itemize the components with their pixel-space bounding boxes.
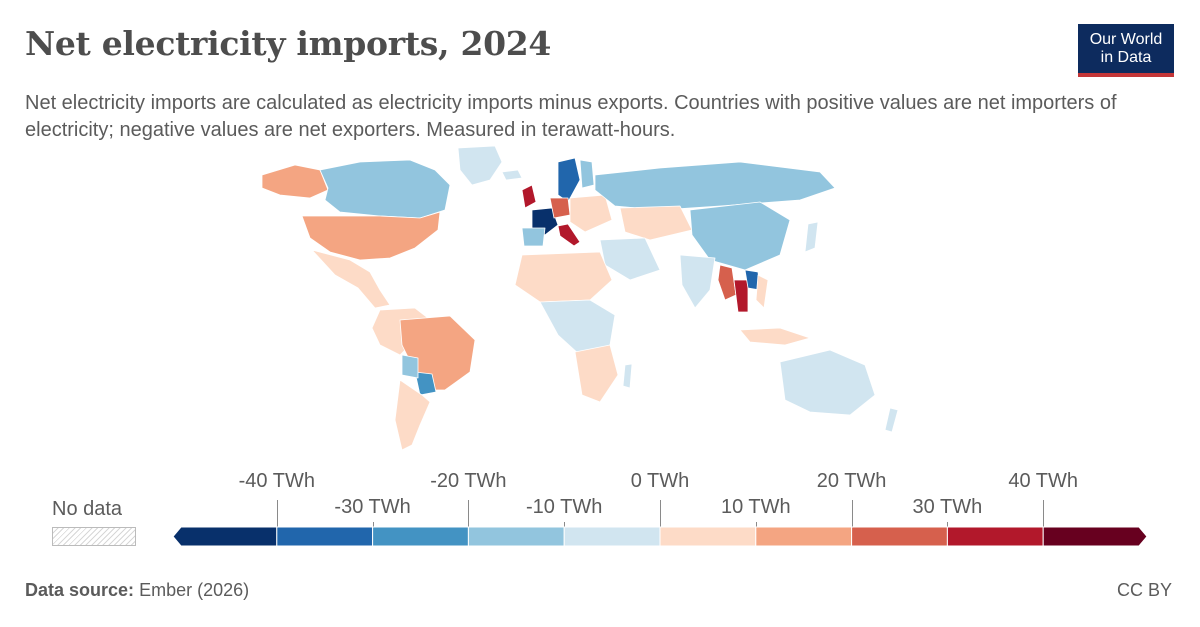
legend-tick-label: -10 TWh — [526, 496, 603, 518]
license[interactable]: CC BY — [1116, 580, 1172, 600]
chart-title: Net electricity imports, 2024 — [25, 24, 552, 63]
legend-tick-label: -40 TWh — [238, 470, 315, 492]
legend-bar — [172, 526, 1148, 547]
legend-bin[interactable] — [659, 526, 757, 547]
legend-tick-label: 40 TWh — [1008, 470, 1079, 492]
color-legend: No data -40 TWh -30 TWh -20 TWh -10 TWh 0 TW… — [0, 460, 1200, 560]
region-alaska[interactable] — [261, 164, 329, 199]
region-vietnam[interactable] — [755, 274, 769, 309]
legend-tick-label: 20 TWh — [816, 470, 887, 492]
legend-tick — [755, 522, 757, 527]
legend-bin[interactable] — [1042, 526, 1148, 547]
region-iceland — [501, 169, 523, 181]
region-brazil[interactable] — [399, 315, 476, 391]
no-data-swatch — [52, 527, 136, 546]
logo-line-1: Our World — [1089, 31, 1163, 48]
region-paraguay[interactable] — [414, 371, 437, 396]
world-map — [261, 145, 899, 451]
legend-tick-label: -30 TWh — [334, 496, 411, 518]
data-source: Data source: Ember (2026) — [25, 580, 249, 601]
legend-tick-label: -20 TWh — [430, 470, 507, 492]
legend-tick — [372, 522, 374, 527]
region-india[interactable] — [679, 254, 716, 309]
legend-tick-label: 0 TWh — [630, 470, 690, 492]
legend-tick — [564, 522, 566, 527]
region-central-asia[interactable] — [619, 205, 693, 241]
region-italy[interactable] — [557, 223, 581, 247]
data-source-label: Data source: — [25, 580, 135, 600]
legend-tick — [660, 500, 661, 527]
region-bolivia[interactable] — [401, 354, 419, 379]
region-canada[interactable] — [319, 159, 451, 219]
region-new-zealand — [884, 407, 899, 433]
region-finland[interactable] — [579, 159, 595, 189]
region-usa[interactable] — [301, 211, 441, 261]
chart-subtitle: Net electricity imports are calculated a… — [25, 92, 1117, 141]
region-thailand[interactable] — [733, 279, 749, 313]
region-russia[interactable] — [594, 161, 836, 211]
legend-bin[interactable] — [851, 526, 948, 547]
legend-bin[interactable] — [563, 526, 661, 547]
data-source-value[interactable]: Ember (2026) — [139, 580, 250, 600]
owid-logo[interactable]: Our World in Data — [1078, 24, 1174, 77]
region-north-africa[interactable] — [514, 251, 613, 303]
logo-line-2: in Data — [1100, 49, 1152, 66]
region-argentina[interactable] — [394, 379, 431, 451]
legend-tick — [947, 522, 949, 527]
legend-tick — [851, 500, 853, 527]
legend-bin[interactable] — [946, 526, 1044, 547]
region-eastern-europe[interactable] — [569, 194, 613, 233]
legend-bin[interactable] — [372, 526, 469, 547]
region-iberia[interactable] — [521, 227, 546, 247]
legend-tick — [276, 500, 278, 527]
region-indonesia[interactable] — [739, 327, 811, 346]
region-scandinavia[interactable] — [557, 157, 581, 203]
region-germany[interactable] — [549, 197, 571, 219]
region-southern-africa[interactable] — [574, 344, 619, 403]
region-uk[interactable] — [521, 184, 537, 209]
legend-tick-label: 30 TWh — [912, 496, 983, 518]
region-madagascar — [622, 363, 633, 389]
region-greenland — [457, 145, 503, 186]
legend-tick-label: 10 TWh — [720, 496, 791, 518]
legend-bin[interactable] — [755, 526, 853, 547]
region-china[interactable] — [689, 201, 791, 271]
legend-bin[interactable] — [467, 526, 565, 547]
legend-tick — [1043, 500, 1045, 527]
region-australia[interactable] — [779, 349, 876, 416]
region-myanmar[interactable] — [717, 264, 737, 301]
region-japan[interactable] — [804, 221, 819, 253]
legend-tick — [468, 500, 470, 527]
legend-bin[interactable] — [276, 526, 374, 547]
no-data-label: No data — [52, 498, 123, 520]
legend-bin[interactable] — [172, 526, 278, 547]
region-mexico[interactable] — [311, 249, 391, 309]
